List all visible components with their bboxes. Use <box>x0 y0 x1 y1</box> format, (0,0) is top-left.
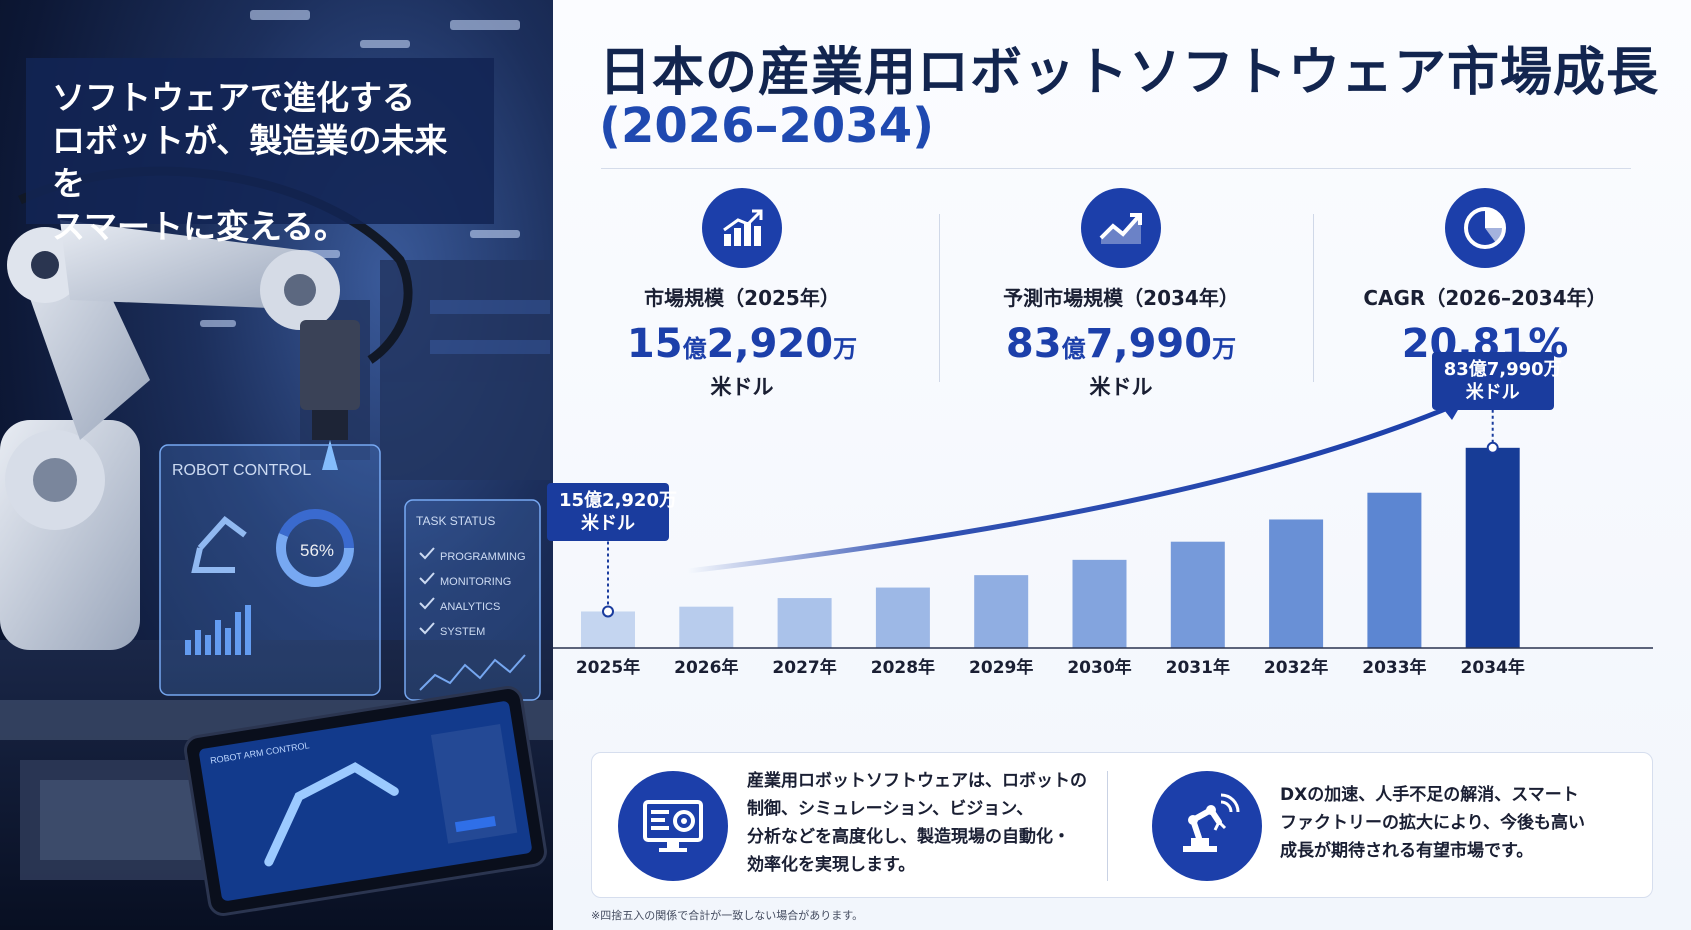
factory-scene-illustration: ROBOT CONTROL 56% TASK STATUS PROGRAMMIN… <box>0 10 553 930</box>
kpi-forecast-2034: 予測市場規模（2034年） 83億7,990万 米ドル <box>956 188 1286 401</box>
kpi-value: 15億2,920万 <box>626 321 858 367</box>
tagline-line: ロボットが、製造業の未来を <box>52 121 448 203</box>
annotation-text: 15億2,920万 <box>559 490 677 512</box>
bar-5 <box>1072 559 1127 648</box>
robot-arm-wireless-icon <box>1152 771 1262 881</box>
bar-6 <box>1170 541 1225 648</box>
annotation-text: 米ドル <box>581 513 635 535</box>
annotation-callout: 15億2,920万 米ドル <box>547 483 677 542</box>
bar-1 <box>679 606 734 648</box>
page-title: 日本の産業用ロボットソフトウェア市場成長 <box>599 43 1660 103</box>
x-tick-label: 2034年 <box>1461 657 1525 678</box>
infographic-content: 日本の産業用ロボットソフトウェア市場成長 (2026–2034) 市場規模（20… <box>547 0 1691 930</box>
x-tick-label: 2031年 <box>1166 657 1230 678</box>
page-subtitle: (2026–2034) <box>599 98 935 154</box>
task-item: ANALYTICS <box>440 601 500 613</box>
annotation-text: 83億7,990万 <box>1443 358 1562 380</box>
x-tick-label: 2032年 <box>1264 657 1328 678</box>
annotation-text: 米ドル <box>1465 381 1520 403</box>
trend-line-icon <box>1081 188 1161 268</box>
kpi-cagr: CAGR（2026–2034年） 20.81% <box>1320 188 1650 367</box>
info-right-text: DXの加速、人手不足の解消、スマート ファクトリーの拡大により、今後も高い 成長が期… <box>1280 785 1585 861</box>
annotation-callout: 83億7,990万 米ドル <box>1431 351 1562 410</box>
market-growth-chart: 2025年 2026年 2027年 2028年 2029年 2030年 2031年 2032年… <box>547 351 1691 740</box>
pie-chart-icon <box>1445 188 1525 268</box>
kpi-divider <box>1313 214 1314 382</box>
bar-4 <box>974 575 1029 648</box>
x-tick-label: 2026年 <box>674 657 738 678</box>
kpi-label: 予測市場規模（2034年） <box>1003 286 1239 310</box>
task-item: SYSTEM <box>440 626 485 638</box>
bar-8 <box>1367 492 1422 648</box>
annotation-dot <box>602 605 614 618</box>
growth-trend-arrow <box>687 402 1456 574</box>
info-divider <box>1107 771 1108 881</box>
bar-0 <box>581 611 635 648</box>
bar-chart-up-icon <box>702 188 782 268</box>
x-tick-label: 2029年 <box>969 657 1033 678</box>
kpi-label: 市場規模（2025年） <box>644 286 840 310</box>
bar-2 <box>777 598 832 648</box>
task-title: TASK STATUS <box>416 514 495 528</box>
hud-percent: 56% <box>300 541 334 560</box>
info-left-text: 産業用ロボットソフトウェアは、ロボットの 制御、シミュレーション、ビジョン、 分析な… <box>747 771 1087 875</box>
bar-chart-svg: 2025年 2026年 2027年 2028年 2029年 2030年 2031年 2032年… <box>548 398 1653 678</box>
x-tick-label: 2030年 <box>1067 657 1131 678</box>
kpi-unit: 米ドル <box>1089 375 1153 399</box>
x-tick-label: 2027年 <box>772 657 836 678</box>
task-item: PROGRAMMING <box>440 551 526 563</box>
x-tick-label: 2025年 <box>576 657 640 678</box>
kpi-value: 83億7,990万 <box>1005 321 1237 367</box>
footnote: ※四捨五入の関係で合計が一致しない場合があります。 <box>591 909 864 922</box>
bar-3 <box>875 587 930 648</box>
kpi-label: CAGR（2026–2034年） <box>1363 286 1607 310</box>
kpi-market-size-2025: 市場規模（2025年） 15億2,920万 米ドル <box>577 188 907 401</box>
kpi-unit: 米ドル <box>710 375 774 399</box>
factory-robot-photo: ROBOT CONTROL 56% TASK STATUS PROGRAMMIN… <box>0 0 553 930</box>
x-tick-label: 2033年 <box>1362 657 1426 678</box>
tagline-line: ソフトウェアで進化する <box>52 78 415 117</box>
software-monitor-gear-icon <box>618 771 728 881</box>
task-item: MONITORING <box>440 576 511 588</box>
tagline-box: ソフトウェアで進化する ロボットが、製造業の未来を スマートに変える。 <box>26 58 494 246</box>
annotation-dot <box>1486 441 1499 454</box>
x-tick-label: 2028年 <box>871 657 935 678</box>
bar-9 <box>1465 447 1520 648</box>
tagline-line: スマートに変える。 <box>52 207 348 246</box>
info-card: 産業用ロボットソフトウェアは、ロボットの 制御、シミュレーション、ビジョン、 分析な… <box>591 752 1653 898</box>
hud-title: ROBOT CONTROL <box>172 462 311 479</box>
kpi-divider <box>939 214 940 382</box>
bar-7 <box>1269 519 1324 648</box>
title-divider <box>601 168 1631 169</box>
